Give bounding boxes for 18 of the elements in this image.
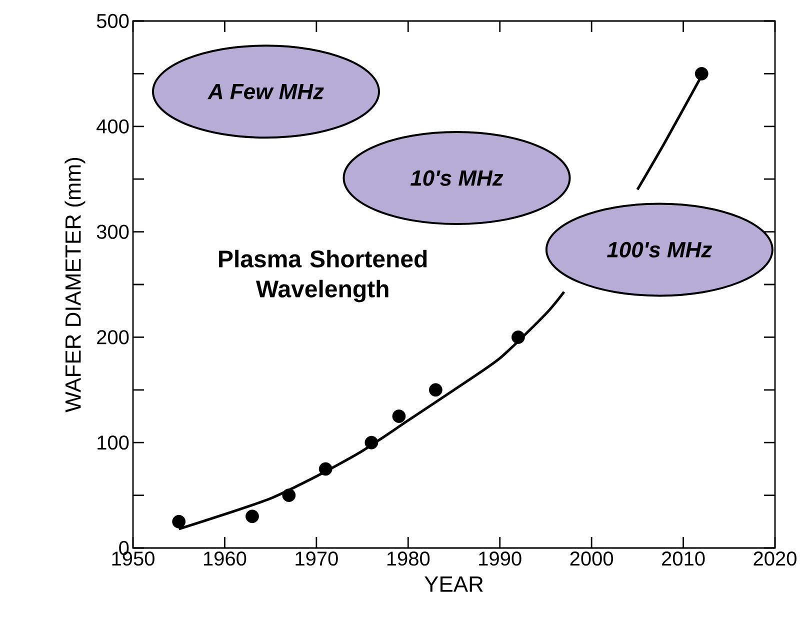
annotation: 100's MHz — [607, 242, 712, 258]
x-tick-label: 2010 — [662, 552, 705, 566]
x-tick-label: 1990 — [479, 552, 522, 566]
annotation: 10's MHz — [410, 170, 504, 186]
x-axis-title: YEAR — [424, 576, 483, 592]
y-axis-title: WAFER DIAMETER (mm) — [64, 158, 86, 412]
y-tick-label: 500 — [96, 14, 129, 28]
x-tick-label: 1970 — [296, 552, 338, 566]
annotation: Plasma Shortened Wavelength — [219, 250, 427, 302]
y-tick-label: 200 — [97, 330, 129, 344]
x-tick-label: 2020 — [754, 552, 796, 566]
x-tick-label: 1980 — [387, 552, 430, 566]
y-tick-label: 400 — [96, 119, 129, 134]
y-tick-label: 100 — [98, 436, 129, 450]
x-tick-label: 2000 — [570, 552, 614, 566]
y-tick-label: 300 — [96, 224, 129, 239]
annotation: A Few MHz — [207, 84, 324, 100]
x-tick-label: 1960 — [204, 552, 246, 566]
